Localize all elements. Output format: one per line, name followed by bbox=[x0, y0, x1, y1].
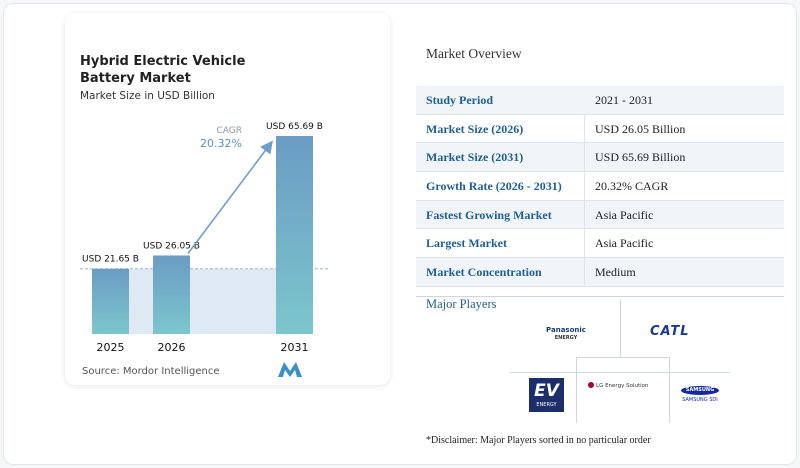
row-value: 2021 - 2031 bbox=[595, 93, 653, 107]
lg-dot-icon bbox=[588, 382, 594, 388]
cagr-label: CAGR bbox=[216, 126, 242, 136]
bar-2026 bbox=[153, 255, 190, 334]
row-label: Growth Rate (2026 - 2031) bbox=[426, 179, 562, 194]
row-value: USD 65.69 Billion bbox=[595, 150, 686, 165]
row-value: Medium bbox=[595, 265, 636, 280]
row-value: Asia Pacific bbox=[595, 207, 654, 222]
samsung-name: SAMSUNG bbox=[681, 386, 719, 395]
ev-energy-logo: EV ENERGY bbox=[529, 378, 564, 412]
bar-2031 bbox=[276, 136, 313, 334]
overview-row-study-period: Study Period 2021 - 2031 bbox=[416, 86, 784, 115]
row-value: 20.32% CAGR bbox=[595, 179, 669, 194]
source-note: Source: Mordor Intelligence bbox=[82, 366, 220, 377]
overview-row-concentration: Market Concentration Medium bbox=[416, 258, 784, 287]
row-label: Fastest Growing Market bbox=[426, 207, 552, 222]
overview-row-fastest-growing: Fastest Growing Market Asia Pacific bbox=[416, 200, 784, 230]
overview-table: Study Period 2021 - 2031 Market Size (20… bbox=[416, 86, 784, 287]
row-label: Market Size (2026) bbox=[426, 121, 524, 136]
lg-energy-solution-logo: LG Energy Solution bbox=[588, 382, 654, 389]
data-label-2025: USD 21.65 B bbox=[82, 255, 139, 265]
ev-sub: ENERGY bbox=[536, 402, 557, 408]
major-players-title: Major Players bbox=[426, 297, 497, 311]
overview-row-largest-market: Largest Market Asia Pacific bbox=[416, 229, 784, 259]
ev-name: EV bbox=[534, 381, 559, 401]
category-label-2026: 2026 bbox=[158, 341, 186, 354]
chart-title: Hybrid Electric Vehicle Battery Market bbox=[80, 54, 246, 86]
catl-logo: CATL bbox=[650, 324, 690, 339]
market-overview-title: Market Overview bbox=[426, 46, 522, 61]
category-label-2031: 2031 bbox=[281, 341, 309, 354]
row-label: Study Period bbox=[426, 93, 494, 107]
overview-row-growth-rate: Growth Rate (2026 - 2031) 20.32% CAGR bbox=[416, 172, 784, 201]
panasonic-energy-logo: Panasonic ENERGY bbox=[545, 326, 587, 342]
bar-2025 bbox=[92, 268, 129, 334]
row-value: Asia Pacific bbox=[595, 236, 654, 251]
panasonic-name: Panasonic bbox=[546, 326, 586, 334]
panasonic-sub: ENERGY bbox=[554, 335, 578, 341]
category-label-2025: 2025 bbox=[97, 341, 125, 354]
row-label: Market Size (2031) bbox=[426, 150, 524, 165]
disclaimer: *Disclaimer: Major Players sorted in no … bbox=[426, 435, 651, 446]
row-label: Largest Market bbox=[426, 236, 507, 251]
data-label-2026: USD 26.05 B bbox=[143, 241, 200, 251]
samsung-sub: SAMSUNG SDI bbox=[682, 397, 718, 403]
cagr-value: 20.32% bbox=[200, 137, 242, 150]
samsung-sdi-logo: SAMSUNG SAMSUNG SDI bbox=[678, 386, 722, 403]
data-label-2031: USD 65.69 B bbox=[266, 122, 323, 132]
overview-row-size-2031: Market Size (2031) USD 65.69 Billion bbox=[416, 143, 784, 173]
row-label: Market Concentration bbox=[426, 265, 542, 280]
cagr-arrow bbox=[187, 140, 273, 254]
overview-row-size-2026: Market Size (2026) USD 26.05 Billion bbox=[416, 114, 784, 144]
mordor-logo-icon bbox=[278, 362, 302, 377]
chart-subtitle: Market Size in USD Billion bbox=[80, 90, 215, 102]
row-value: USD 26.05 Billion bbox=[595, 121, 686, 136]
lg-name: LG Energy Solution bbox=[596, 383, 649, 389]
